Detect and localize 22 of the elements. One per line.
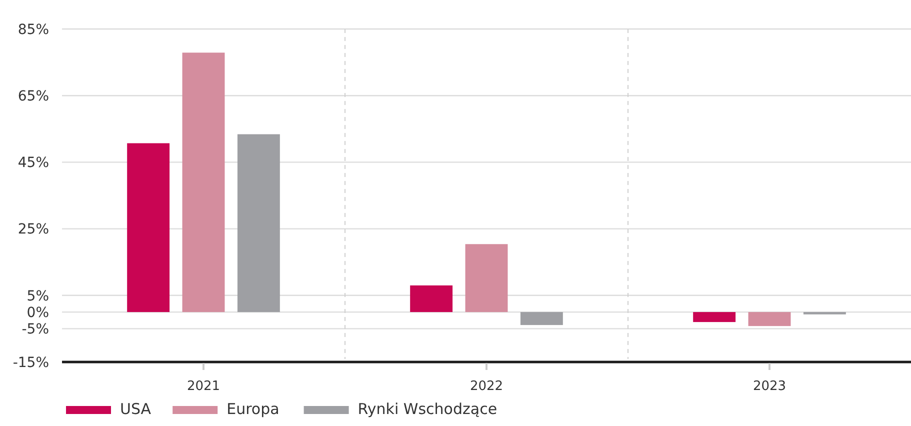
y-tick-label: 45%: [18, 155, 49, 172]
y-tick-label: -15%: [12, 354, 49, 371]
y-tick-label: 5%: [26, 288, 49, 304]
x-tick-label: 2021: [186, 379, 220, 394]
x-tick-label: 2022: [470, 379, 504, 394]
bar: [410, 285, 453, 312]
legend-label: USA: [120, 400, 152, 418]
y-tick-label: 65%: [18, 88, 49, 104]
y-tick-label: -5%: [22, 322, 49, 338]
legend-label: Rynki Wschodzące: [358, 400, 498, 418]
x-tick-label: 2023: [752, 379, 786, 394]
y-tick-label: 0%: [26, 304, 49, 321]
bar: [237, 134, 280, 312]
legend-label: Europa: [226, 400, 280, 418]
bar: [465, 244, 508, 312]
bar: [182, 52, 225, 312]
bar: [127, 143, 170, 312]
y-tick-label: 85%: [18, 22, 49, 38]
bar: [520, 312, 563, 326]
bar: [748, 312, 791, 326]
bar: [693, 312, 736, 322]
y-tick-label: 25%: [18, 222, 49, 238]
